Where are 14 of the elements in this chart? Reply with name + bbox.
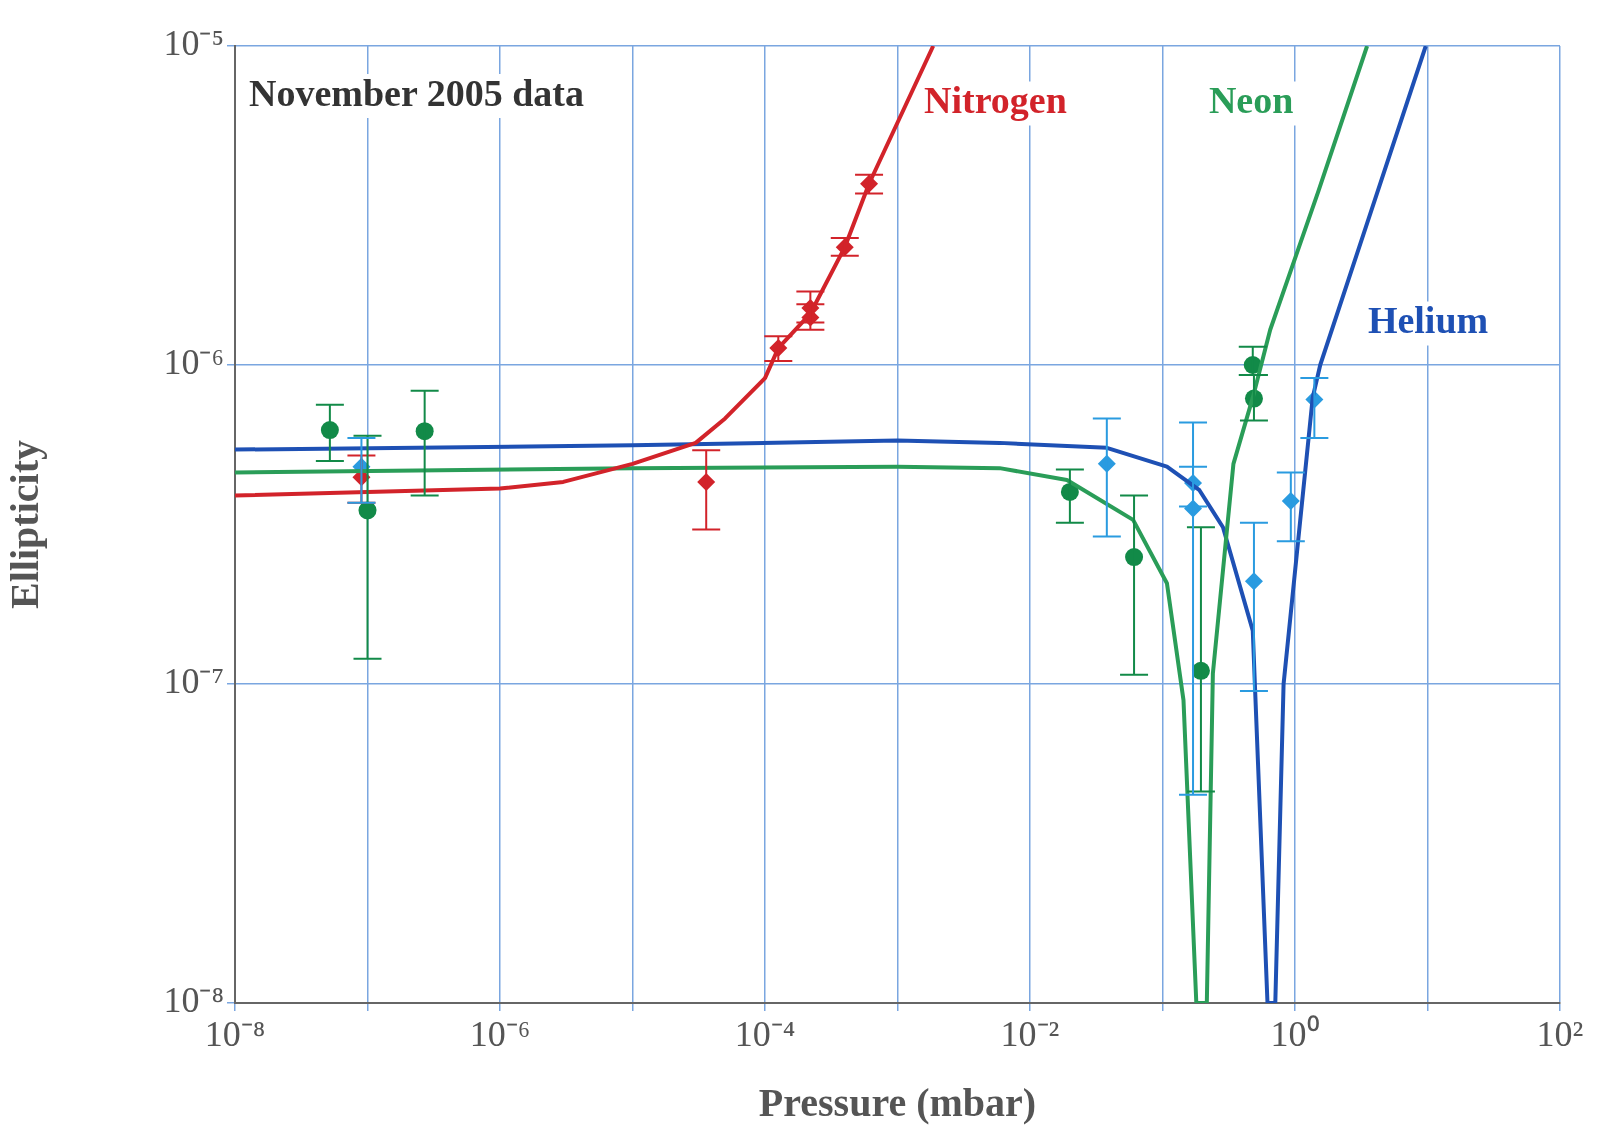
x-tick-label: 10⁰: [1270, 1014, 1320, 1055]
x-tick-label: 10⁻²: [1000, 1014, 1060, 1055]
x-tick-label: 10⁻⁶: [469, 1014, 531, 1055]
y-tick-label: 10⁻⁵: [163, 23, 224, 64]
y-tick-label: 10⁻⁷: [163, 661, 224, 702]
x-axis-title: Pressure (mbar): [758, 1080, 1037, 1126]
series-label: Nitrogen: [924, 79, 1067, 122]
y-axis-title: Ellipticity: [2, 440, 48, 609]
series-label: Neon: [1208, 79, 1294, 122]
y-tick-label: 10⁻⁶: [163, 342, 224, 383]
x-tick-label: 10⁻⁴: [734, 1014, 796, 1055]
series-label: Helium: [1367, 299, 1489, 342]
annotation: November 2005 data: [249, 71, 584, 114]
x-tick-label: 10²: [1536, 1014, 1584, 1055]
